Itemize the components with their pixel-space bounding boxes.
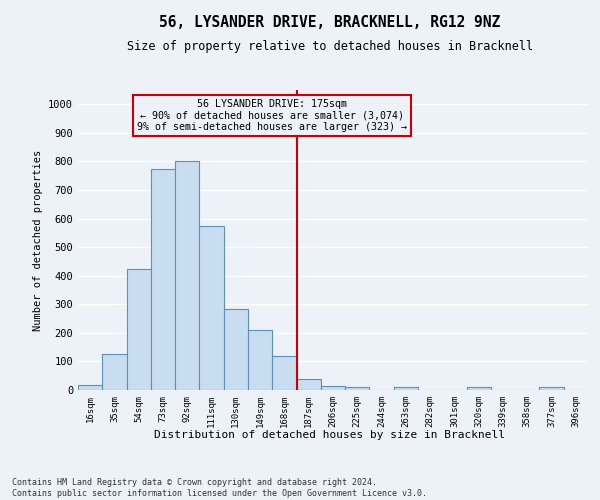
Bar xyxy=(539,387,564,390)
Bar xyxy=(296,378,321,390)
Text: 56, LYSANDER DRIVE, BRACKNELL, RG12 9NZ: 56, LYSANDER DRIVE, BRACKNELL, RG12 9NZ xyxy=(160,15,500,30)
Bar xyxy=(199,226,224,390)
Text: Distribution of detached houses by size in Bracknell: Distribution of detached houses by size … xyxy=(155,430,505,440)
Bar xyxy=(345,387,370,390)
Text: 56 LYSANDER DRIVE: 175sqm
← 90% of detached houses are smaller (3,074)
9% of sem: 56 LYSANDER DRIVE: 175sqm ← 90% of detac… xyxy=(137,99,407,132)
Bar xyxy=(224,308,248,390)
Bar xyxy=(127,268,151,390)
Text: Size of property relative to detached houses in Bracknell: Size of property relative to detached ho… xyxy=(127,40,533,53)
Bar xyxy=(272,356,296,390)
Bar xyxy=(102,354,127,390)
Bar xyxy=(394,387,418,390)
Bar xyxy=(321,386,345,390)
Text: Contains HM Land Registry data © Crown copyright and database right 2024.
Contai: Contains HM Land Registry data © Crown c… xyxy=(12,478,427,498)
Y-axis label: Number of detached properties: Number of detached properties xyxy=(32,150,43,330)
Bar xyxy=(151,168,175,390)
Bar xyxy=(78,385,102,390)
Bar xyxy=(467,387,491,390)
Bar xyxy=(175,162,199,390)
Bar xyxy=(248,330,272,390)
